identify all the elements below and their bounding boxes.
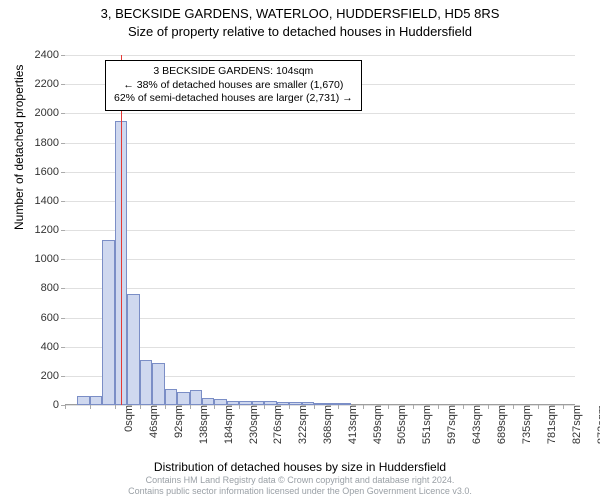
x-tick-label: 827sqm bbox=[567, 405, 583, 455]
x-tick-label: 276sqm bbox=[268, 405, 284, 455]
x-tick-label: 46sqm bbox=[144, 405, 160, 455]
x-tick-mark bbox=[289, 405, 290, 409]
histogram-bar bbox=[90, 396, 102, 405]
histogram-bar bbox=[140, 360, 152, 405]
grid-line bbox=[65, 172, 575, 173]
x-tick-mark bbox=[314, 405, 315, 409]
footer-line-2: Contains public sector information licen… bbox=[0, 486, 600, 496]
x-tick-mark bbox=[388, 405, 389, 409]
x-tick-mark bbox=[338, 405, 339, 409]
grid-line bbox=[65, 347, 575, 348]
y-tick-label: 400 bbox=[41, 341, 65, 353]
y-tick-label: 1200 bbox=[35, 224, 65, 236]
histogram-bar bbox=[202, 398, 214, 405]
x-tick-label: 230sqm bbox=[244, 405, 260, 455]
y-tick-label: 0 bbox=[53, 399, 65, 411]
title-line-2: Size of property relative to detached ho… bbox=[0, 24, 600, 39]
x-tick-label: 643sqm bbox=[467, 405, 483, 455]
y-tick-label: 200 bbox=[41, 370, 65, 382]
histogram-bar bbox=[190, 390, 202, 405]
y-tick-label: 600 bbox=[41, 312, 65, 324]
x-tick-label: 459sqm bbox=[368, 405, 384, 455]
y-tick-label: 1000 bbox=[35, 253, 65, 265]
x-tick-mark bbox=[413, 405, 414, 409]
x-tick-label: 413sqm bbox=[343, 405, 359, 455]
histogram-bar bbox=[102, 240, 114, 405]
x-tick-mark bbox=[140, 405, 141, 409]
y-tick-label: 2000 bbox=[35, 107, 65, 119]
histogram-bar bbox=[152, 363, 164, 405]
footer-line-1: Contains HM Land Registry data © Crown c… bbox=[0, 475, 600, 485]
grid-line bbox=[65, 113, 575, 114]
histogram-bar bbox=[127, 294, 139, 405]
histogram-bar bbox=[77, 396, 89, 405]
y-tick-label: 1600 bbox=[35, 166, 65, 178]
chart-container: 3, BECKSIDE GARDENS, WATERLOO, HUDDERSFI… bbox=[0, 0, 600, 500]
y-tick-label: 2200 bbox=[35, 78, 65, 90]
x-tick-mark bbox=[363, 405, 364, 409]
x-tick-label: 322sqm bbox=[293, 405, 309, 455]
x-axis-label: Distribution of detached houses by size … bbox=[0, 460, 600, 474]
annotation-line-2: ← 38% of detached houses are smaller (1,… bbox=[114, 79, 353, 93]
x-tick-mark bbox=[190, 405, 191, 409]
grid-line bbox=[65, 55, 575, 56]
y-tick-label: 800 bbox=[41, 282, 65, 294]
y-axis-label: Number of detached properties bbox=[12, 65, 26, 230]
x-tick-mark bbox=[563, 405, 564, 409]
y-tick-label: 2400 bbox=[35, 49, 65, 61]
annotation-box: 3 BECKSIDE GARDENS: 104sqm ← 38% of deta… bbox=[105, 60, 362, 111]
x-tick-label: 551sqm bbox=[417, 405, 433, 455]
x-tick-label: 873sqm bbox=[592, 405, 600, 455]
grid-line bbox=[65, 201, 575, 202]
grid-line bbox=[65, 288, 575, 289]
x-tick-mark bbox=[538, 405, 539, 409]
x-tick-label: 0sqm bbox=[119, 405, 135, 455]
x-tick-label: 368sqm bbox=[318, 405, 334, 455]
x-tick-mark bbox=[463, 405, 464, 409]
x-tick-mark bbox=[90, 405, 91, 409]
x-tick-label: 505sqm bbox=[392, 405, 408, 455]
x-tick-label: 735sqm bbox=[517, 405, 533, 455]
grid-line bbox=[65, 318, 575, 319]
x-tick-mark bbox=[513, 405, 514, 409]
annotation-line-3: 62% of semi-detached houses are larger (… bbox=[114, 92, 353, 106]
x-tick-label: 92sqm bbox=[169, 405, 185, 455]
x-tick-mark bbox=[115, 405, 116, 409]
title-line-1: 3, BECKSIDE GARDENS, WATERLOO, HUDDERSFI… bbox=[0, 6, 600, 21]
x-tick-mark bbox=[488, 405, 489, 409]
y-tick-label: 1400 bbox=[35, 195, 65, 207]
x-tick-label: 184sqm bbox=[219, 405, 235, 455]
x-tick-label: 138sqm bbox=[194, 405, 210, 455]
x-tick-label: 689sqm bbox=[492, 405, 508, 455]
x-tick-mark bbox=[65, 405, 66, 409]
grid-line bbox=[65, 143, 575, 144]
x-tick-mark bbox=[214, 405, 215, 409]
x-tick-label: 597sqm bbox=[442, 405, 458, 455]
annotation-line-1: 3 BECKSIDE GARDENS: 104sqm bbox=[114, 65, 353, 79]
x-tick-mark bbox=[264, 405, 265, 409]
histogram-bar bbox=[165, 389, 177, 405]
footer: Contains HM Land Registry data © Crown c… bbox=[0, 475, 600, 496]
grid-line bbox=[65, 230, 575, 231]
x-tick-mark bbox=[438, 405, 439, 409]
x-tick-mark bbox=[165, 405, 166, 409]
y-tick-label: 1800 bbox=[35, 137, 65, 149]
grid-line bbox=[65, 259, 575, 260]
x-tick-label: 781sqm bbox=[542, 405, 558, 455]
histogram-bar bbox=[177, 392, 189, 405]
x-tick-mark bbox=[239, 405, 240, 409]
